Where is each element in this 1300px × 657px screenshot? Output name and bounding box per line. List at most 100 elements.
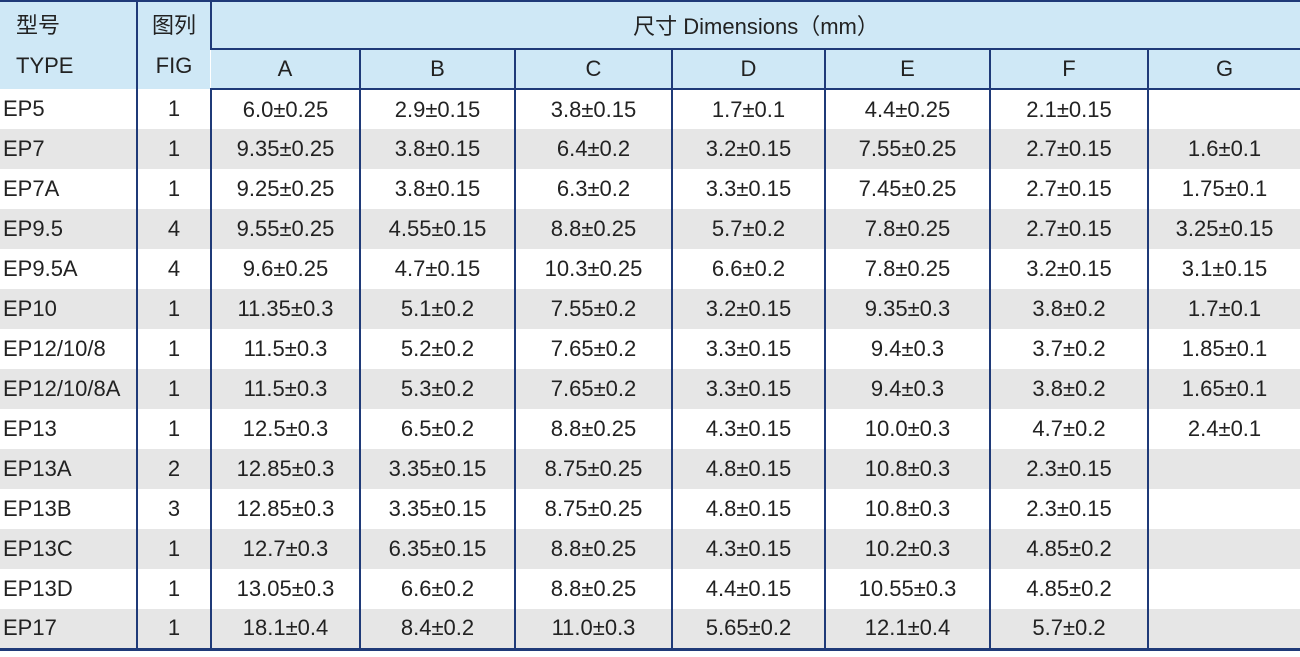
cell: 1 xyxy=(136,329,211,369)
cell: 12.1±0.4 xyxy=(824,609,990,649)
cell: 6.5±0.2 xyxy=(359,409,515,449)
cell: 3.8±0.15 xyxy=(514,89,672,129)
cell: 1.75±0.1 xyxy=(1146,169,1300,209)
type-cell: EP10 xyxy=(3,296,57,321)
cell: 1 xyxy=(136,529,211,569)
cell: 4.3±0.15 xyxy=(671,529,825,569)
cell: 4 xyxy=(136,249,211,289)
cell: 7.8±0.25 xyxy=(824,209,990,249)
table-row: EP13A 2 12.85±0.3 3.35±0.15 8.75±0.25 4.8±0.1… xyxy=(0,449,1300,489)
cell: 3.2±0.15 xyxy=(671,129,825,169)
cell: 10.0±0.3 xyxy=(824,409,990,449)
cell: 1 xyxy=(136,409,211,449)
cell: 2.7±0.15 xyxy=(989,209,1148,249)
cell: 3.1±0.15 xyxy=(1146,249,1300,289)
cell: 5.65±0.2 xyxy=(671,609,825,649)
cell: 3.7±0.2 xyxy=(989,329,1148,369)
cell: 8.8±0.25 xyxy=(514,529,672,569)
cell: 1 xyxy=(136,89,211,129)
cell: 10.2±0.3 xyxy=(824,529,990,569)
cell: 5.3±0.2 xyxy=(359,369,515,409)
cell: 1 xyxy=(136,169,211,209)
table-body: EP5 1 6.0±0.25 2.9±0.15 3.8±0.15 1.7±0.1 4.4±0… xyxy=(0,89,1300,649)
cell: 3.8±0.2 xyxy=(989,369,1148,409)
cell: 2.9±0.15 xyxy=(359,89,515,129)
cell: 9.25±0.25 xyxy=(210,169,360,209)
empty-cell xyxy=(1146,449,1300,489)
cell: 10.8±0.3 xyxy=(824,449,990,489)
cell: 1 xyxy=(136,569,211,609)
cell: 5.1±0.2 xyxy=(359,289,515,329)
cell: 2.4±0.1 xyxy=(1146,409,1300,449)
table-row: EP5 1 6.0±0.25 2.9±0.15 3.8±0.15 1.7±0.1 4.4±0… xyxy=(0,89,1300,129)
header-text: 型号 xyxy=(16,12,61,38)
type-cell: EP17 xyxy=(3,615,57,641)
cell: 2.1±0.15 xyxy=(989,89,1148,129)
table-row: EP7 1 9.35±0.25 3.8±0.15 6.4±0.2 3.2±0.15 7.55… xyxy=(0,129,1300,169)
fig-header: 图列 FIG xyxy=(136,1,211,89)
cell: 11.5±0.3 xyxy=(210,369,360,409)
cell: 6.35±0.15 xyxy=(359,529,515,569)
cell: 12.5±0.3 xyxy=(210,409,360,449)
empty-cell xyxy=(1146,89,1300,129)
type-cell: EP7 xyxy=(3,136,45,161)
cell: 7.65±0.2 xyxy=(514,369,672,409)
cell: 1.6±0.1 xyxy=(1146,129,1300,169)
table-row: EP13D 1 13.05±0.3 6.6±0.2 8.8±0.25 4.4±0.15 10… xyxy=(0,569,1300,609)
header-row: 型号 TYPE 图列 FIG 尺寸 Dimensions（mm） xyxy=(0,1,1300,89)
cell: 1 xyxy=(136,129,211,169)
empty-cell xyxy=(1146,569,1300,609)
type-cell: EP12/10/8A xyxy=(3,376,121,401)
cell: 10.55±0.3 xyxy=(824,569,990,609)
cell: 4.7±0.2 xyxy=(989,409,1148,449)
cell: 10.8±0.3 xyxy=(824,489,990,529)
type-cell: EP13A xyxy=(3,456,72,481)
type-cell: EP12/10/8 xyxy=(3,336,106,361)
cell: 1 xyxy=(136,609,211,649)
cell: 8.8±0.25 xyxy=(514,569,672,609)
cell: 3.35±0.15 xyxy=(359,489,515,529)
cell: 6.6±0.2 xyxy=(671,249,825,289)
cell: 7.8±0.25 xyxy=(824,249,990,289)
cell: 4.85±0.2 xyxy=(989,569,1148,609)
cell: 2.7±0.15 xyxy=(989,169,1148,209)
cell: 11.35±0.3 xyxy=(210,289,360,329)
type-cell: EP13D xyxy=(3,576,73,601)
cell: 2.3±0.15 xyxy=(989,489,1148,529)
cell: 4.8±0.15 xyxy=(671,489,825,529)
cell: 8.75±0.25 xyxy=(514,449,672,489)
cell: 10.3±0.25 xyxy=(514,249,672,289)
type-cell: EP13B xyxy=(3,496,72,521)
cell: 3.3±0.15 xyxy=(671,169,825,209)
cell: 7.55±0.25 xyxy=(824,129,990,169)
cell: 5.7±0.2 xyxy=(989,609,1148,649)
cell: 1 xyxy=(136,369,211,409)
column-header: C xyxy=(514,49,672,90)
cell: 7.65±0.2 xyxy=(514,329,672,369)
cell: 7.45±0.25 xyxy=(824,169,990,209)
empty-cell xyxy=(1146,609,1300,649)
cell: 6.0±0.25 xyxy=(210,89,360,129)
cell: 3.8±0.15 xyxy=(359,169,515,209)
column-header: D xyxy=(671,49,825,90)
cell: 7.55±0.2 xyxy=(514,289,672,329)
cell: 9.4±0.3 xyxy=(824,369,990,409)
table-row: EP13C 1 12.7±0.3 6.35±0.15 8.8±0.25 4.3±0.15 1… xyxy=(0,529,1300,569)
type-cell: EP9.5A xyxy=(3,256,78,281)
column-header: F xyxy=(989,49,1148,90)
cell: 3.25±0.15 xyxy=(1146,209,1300,249)
cell: 5.2±0.2 xyxy=(359,329,515,369)
table-row: EP9.5 4 9.55±0.25 4.55±0.15 8.8±0.25 5.7±0.2 7… xyxy=(0,209,1300,249)
cell: 3.2±0.15 xyxy=(989,249,1148,289)
cell: 1.65±0.1 xyxy=(1146,369,1300,409)
table-row: EP9.5A 4 9.6±0.25 4.7±0.15 10.3±0.25 6.6±0.2 7… xyxy=(0,249,1300,289)
cell: 9.55±0.25 xyxy=(210,209,360,249)
cell: 4.7±0.15 xyxy=(359,249,515,289)
cell: 1.85±0.1 xyxy=(1146,329,1300,369)
header-text: 图列 xyxy=(151,12,196,38)
cell: 4.3±0.15 xyxy=(671,409,825,449)
cell: 12.85±0.3 xyxy=(210,489,360,529)
cell: 3.35±0.15 xyxy=(359,449,515,489)
